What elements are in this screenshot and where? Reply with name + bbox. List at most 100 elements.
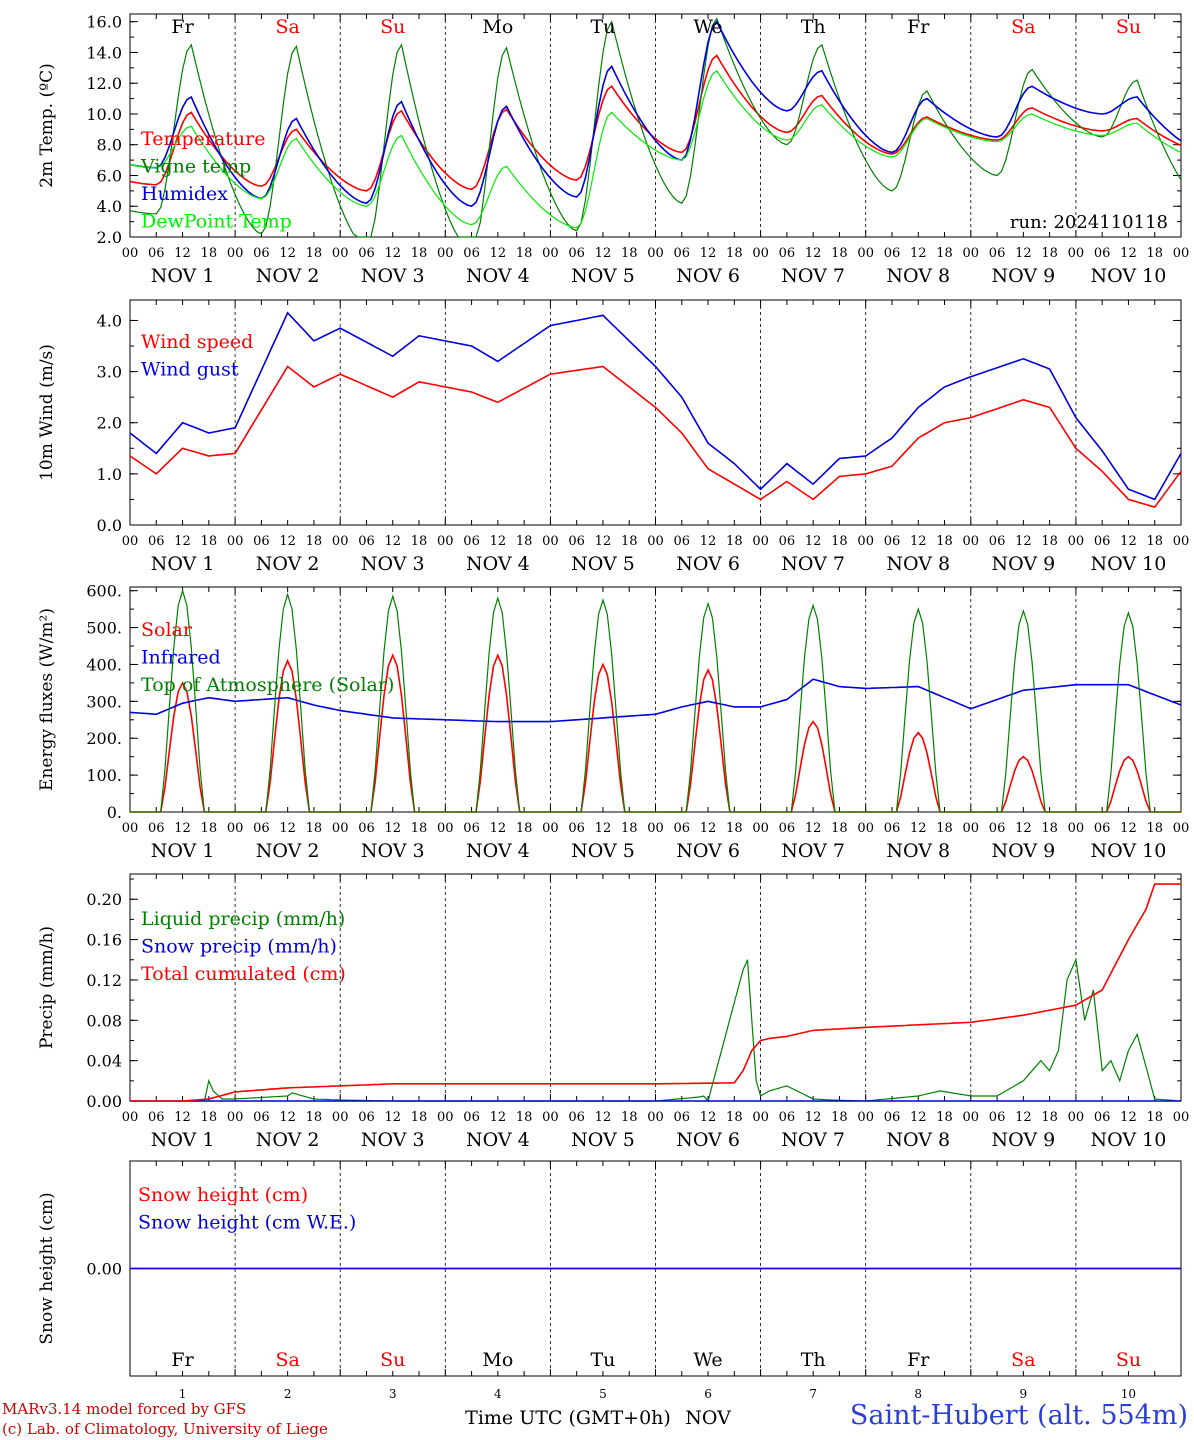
y-tick-label: 0.08 [86,1011,122,1030]
time-axis-label: Time UTC (GMT+0h) [465,1407,671,1429]
hour-tick-label: 18 [621,1110,638,1125]
day-date-label: NOV 10 [1091,840,1167,862]
hour-tick-label: 06 [989,1110,1006,1125]
hour-tick-label: 12 [700,1110,717,1125]
day-number-label: 7 [809,1387,817,1401]
weekday-bottom-label: Fr [171,1349,194,1371]
hour-tick-label: 12 [174,821,191,836]
hour-tick-label: 12 [384,821,401,836]
hour-tick-label: 12 [595,821,612,836]
day-date-label: NOV 8 [886,1129,950,1151]
y-tick-label: 1.0 [97,465,122,484]
hour-tick-label: 18 [726,1110,743,1125]
hour-tick-label: 06 [989,821,1006,836]
series-line-1 [129,678,1182,723]
day-date-label: NOV 7 [781,840,845,862]
hour-tick-label: 00 [857,246,874,261]
hour-tick-label: 18 [831,1110,848,1125]
weekday-bottom-label: Sa [1011,1349,1035,1371]
hour-tick-label: 06 [1094,1110,1111,1125]
y-tick-label: 500. [86,619,122,638]
hour-tick-label: 00 [542,1110,559,1125]
legend-entry-1: Vigne temp [140,156,251,178]
hour-tick-label: 00 [1068,1110,1085,1125]
legend-entry-0: Temperature [141,128,265,150]
hour-tick-label: 00 [647,821,664,836]
day-date-label: NOV 9 [991,840,1055,862]
day-date-label: NOV 9 [991,1129,1055,1151]
hour-tick-label: 18 [726,821,743,836]
hour-tick-label: 18 [411,534,428,549]
hour-tick-label: 06 [463,246,480,261]
hour-tick-label: 12 [1120,534,1137,549]
hour-tick-label: 18 [201,821,218,836]
plot-frame [129,586,1182,813]
hour-tick-label: 12 [384,1110,401,1125]
series-line-1 [129,311,1182,501]
hour-tick-label: 06 [568,246,585,261]
day-date-label: NOV 6 [676,265,740,287]
hour-tick-label: 18 [1041,821,1058,836]
y-tick-label: 2.0 [97,228,122,247]
hour-tick-label: 12 [595,1110,612,1125]
hour-tick-label: 12 [805,534,822,549]
legend-entry-1: Snow precip (mm/h) [141,936,337,958]
hour-tick-label: 06 [779,821,796,836]
hour-tick-label: 06 [148,246,165,261]
hour-tick-label: 18 [201,246,218,261]
weekday-top-label: Fr [907,16,930,38]
series-line-2 [130,588,1181,813]
series-line-1 [129,17,1182,238]
day-number-label: 8 [914,1387,922,1401]
y-tick-label: 3.0 [97,363,122,382]
weekday-bottom-label: Su [1116,1349,1141,1371]
hour-tick-label: 00 [647,246,664,261]
day-date-label: NOV 4 [466,1129,530,1151]
series-line-2 [129,20,1182,208]
hour-tick-label: 06 [253,821,270,836]
weekday-bottom-label: Sa [275,1349,299,1371]
hour-tick-label: 18 [831,821,848,836]
y-tick-label: 16.0 [86,13,122,32]
hour-tick-label: 12 [910,246,927,261]
hour-tick-label: 00 [122,821,139,836]
y-tick-label: 12.0 [86,74,122,93]
hour-tick-label: 06 [148,821,165,836]
hour-tick-label: 00 [963,821,980,836]
hour-tick-label: 00 [752,1110,769,1125]
hour-tick-label: 18 [621,534,638,549]
hour-tick-label: 00 [332,534,349,549]
day-date-label: NOV 9 [991,265,1055,287]
day-date-label: NOV 5 [571,265,635,287]
day-date-label: NOV 10 [1091,1129,1167,1151]
day-date-label: NOV 6 [676,840,740,862]
day-date-label: NOV 3 [361,553,425,575]
day-number-label: 9 [1020,1387,1028,1401]
day-date-label: NOV 5 [571,1129,635,1151]
hour-tick-label: 06 [884,246,901,261]
panel-1: 2.0 4.0 6.0 8.0 10.0 12.0 14.0 16.0 2m Temp. (ºC… [37,13,1189,287]
hour-tick-label: 00 [1173,534,1190,549]
run-label: run: 2024110118 [1010,212,1168,233]
hour-tick-label: 12 [384,534,401,549]
hour-tick-label: 12 [279,821,296,836]
day-date-label: NOV 1 [151,840,215,862]
hour-tick-label: 18 [1146,821,1163,836]
hour-tick-label: 00 [857,1110,874,1125]
y-tick-label: 0.12 [86,971,122,990]
hour-tick-label: 12 [910,821,927,836]
hour-tick-label: 18 [936,534,953,549]
hour-tick-label: 12 [174,1110,191,1125]
day-date-label: NOV 1 [151,265,215,287]
hour-tick-label: 00 [1068,821,1085,836]
y-tick-label: 0.20 [86,890,122,909]
weekday-bottom-label: Tu [590,1349,615,1371]
hour-tick-label: 06 [463,534,480,549]
legend-entry-1: Infrared [141,647,221,669]
day-date-label: NOV 6 [676,553,740,575]
hour-tick-label: 18 [516,821,533,836]
hour-tick-label: 00 [437,821,454,836]
hour-tick-label: 18 [1146,246,1163,261]
hour-tick-label: 18 [201,1110,218,1125]
hour-tick-label: 06 [989,246,1006,261]
